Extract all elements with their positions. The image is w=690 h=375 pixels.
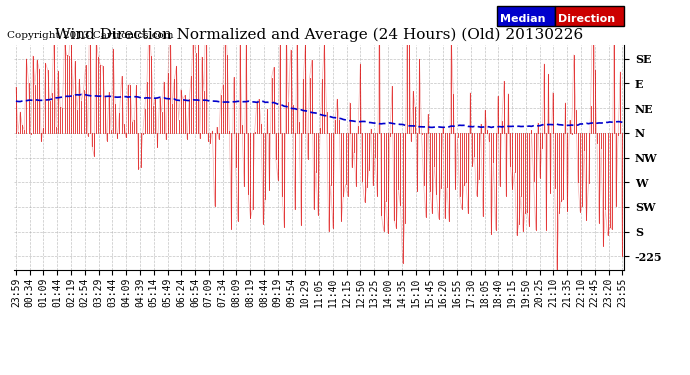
Text: Median: Median — [500, 15, 546, 24]
Text: Direction: Direction — [558, 15, 615, 24]
Title: Wind Direction Normalized and Average (24 Hours) (Old) 20130226: Wind Direction Normalized and Average (2… — [55, 28, 583, 42]
Text: Copyright 2013 Cartronics.com: Copyright 2013 Cartronics.com — [7, 30, 173, 39]
